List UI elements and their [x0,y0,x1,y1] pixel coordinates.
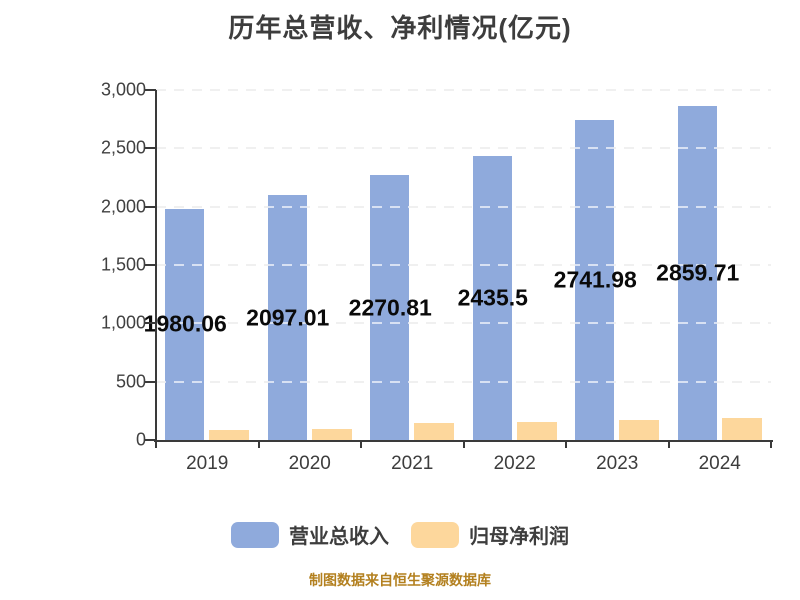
y-axis-label: 1,500 [100,254,146,275]
y-axis-tick [145,264,156,266]
x-axis-tick [155,440,157,448]
legend-label-net-profit: 归母净利润 [469,526,569,548]
y-axis-tick [145,205,156,208]
bar-value-label: 2741.98 [553,266,637,293]
chart-title: 历年总营收、净利情况(亿元) [228,13,572,43]
x-axis-tick [360,440,362,448]
y-axis-tick [145,322,156,325]
gridline-overlay [156,205,771,208]
y-axis-label: 2,000 [100,196,146,217]
bar-value-label: 1980.06 [143,310,227,337]
bar-net-profit [619,419,660,440]
bar-revenue [575,120,615,440]
x-axis-label: 2021 [391,453,434,474]
bar-net-profit [414,423,455,440]
x-axis-tick [257,440,260,448]
x-axis-label: 2024 [698,453,741,474]
legend-swatch-net-profit [411,521,459,548]
legend-item-net-profit: 归母净利润 [411,520,569,549]
bar-value-label: 2859.71 [656,259,740,286]
x-axis-tick [667,440,670,448]
gridline-overlay [156,380,771,383]
y-axis-tick [145,380,156,383]
bar-value-label: 2097.01 [246,304,330,331]
bar-value-label: 2270.81 [348,294,432,321]
legend-label-revenue: 营业总收入 [289,526,389,548]
bar-revenue [472,155,512,440]
y-axis-label: 0 [135,429,146,450]
bar-net-profit [516,421,557,440]
bar-net-profit [311,428,352,440]
x-axis-tick [770,440,772,448]
y-axis-tick [145,147,156,150]
x-axis-label: 2020 [288,453,331,474]
bar-revenue [677,106,717,440]
legend-item-revenue: 营业总收入 [231,520,389,549]
x-axis-label: 2022 [493,453,536,474]
y-axis-tick [145,89,156,91]
gridline-overlay [156,89,771,91]
legend-swatch-revenue [231,521,279,548]
x-axis-label: 2019 [186,453,229,474]
gridline-overlay [156,322,771,325]
x-axis-tick [462,440,465,448]
y-axis-line [155,90,157,442]
bar-revenue [267,195,307,440]
y-axis-label: 3,000 [100,79,146,100]
y-axis-tick [145,439,156,441]
x-axis-label: 2023 [596,453,639,474]
y-axis-label: 2,500 [100,137,146,158]
legend: 营业总收入 归母净利润 [0,520,800,549]
x-axis-tick [565,440,567,448]
y-axis-label: 1,000 [100,312,146,333]
bar-value-label: 2435.5 [457,284,528,311]
gridline-overlay [156,147,771,150]
y-axis-label: 500 [115,371,146,392]
data-source-credit: 制图数据来自恒生聚源数据库 [309,572,491,588]
bar-revenue [370,175,410,440]
bar-net-profit [721,417,762,440]
bar-net-profit [209,430,250,440]
gridline-overlay [156,264,771,266]
bar-revenue [165,208,205,440]
